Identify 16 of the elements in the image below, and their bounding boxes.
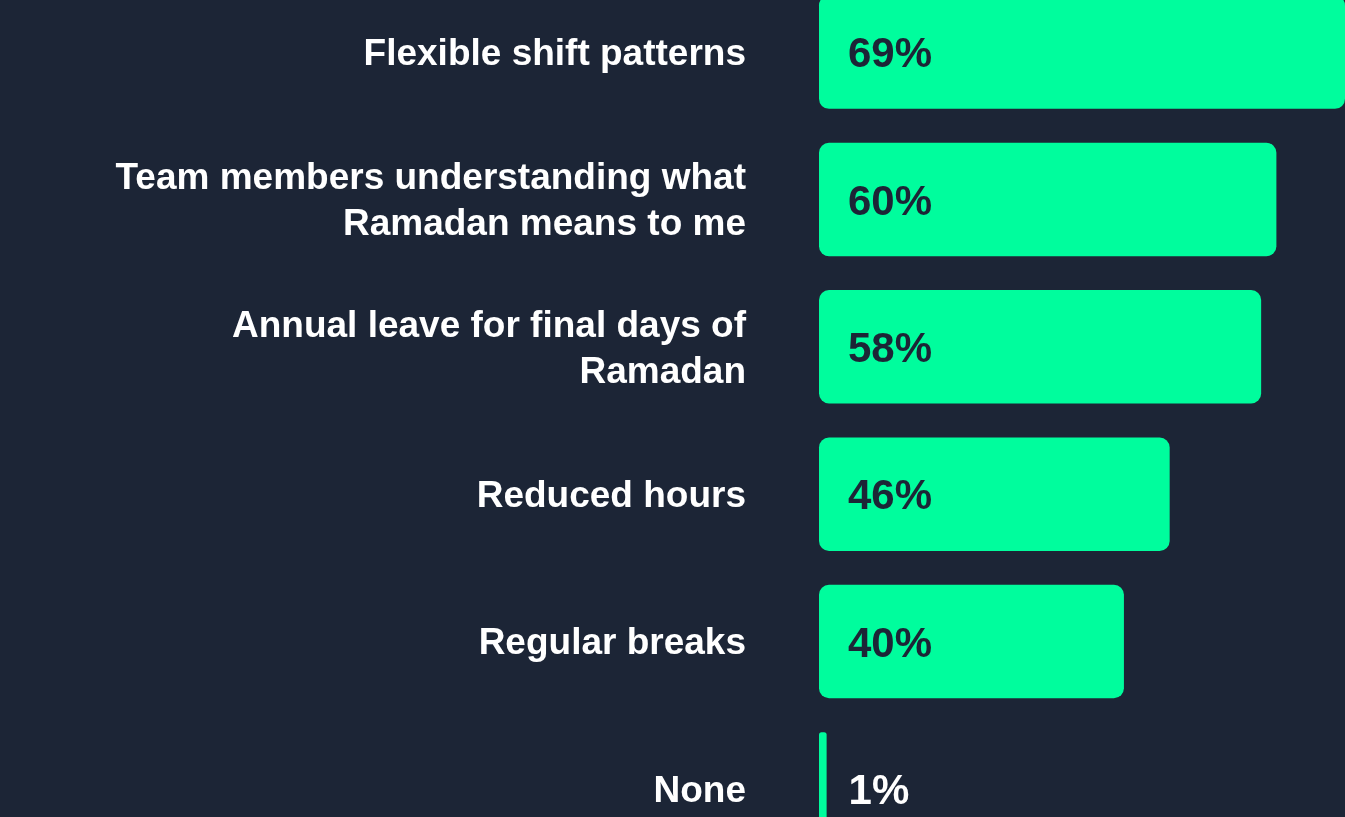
data-label: 46% <box>848 471 933 519</box>
data-label: 69% <box>848 29 933 77</box>
y-tick-label: Annual leave for final days of Ramadan <box>231 303 747 391</box>
y-tick-label: Team members understanding what Ramadan means to me <box>115 156 746 244</box>
bar <box>819 290 1262 404</box>
bar <box>819 437 1170 551</box>
y-tick-label: Reduced hours <box>476 474 746 516</box>
data-label: 1% <box>848 766 910 814</box>
y-tick-label: Regular breaks <box>478 621 746 663</box>
data-label: 40% <box>848 618 933 666</box>
bar <box>819 142 1277 257</box>
y-tick-label: None <box>653 768 746 810</box>
bar <box>819 584 1124 699</box>
y-tick-label: Flexible shift patterns <box>363 32 746 74</box>
data-label: 60% <box>848 176 933 224</box>
data-label: 58% <box>848 323 933 371</box>
